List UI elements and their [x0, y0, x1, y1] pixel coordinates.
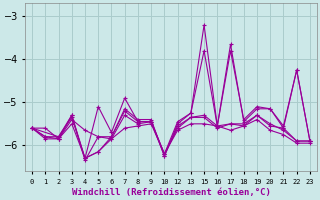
X-axis label: Windchill (Refroidissement éolien,°C): Windchill (Refroidissement éolien,°C): [72, 188, 270, 197]
